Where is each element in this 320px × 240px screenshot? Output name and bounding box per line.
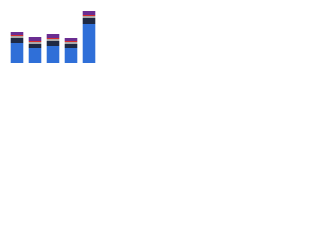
bar-segment — [82, 24, 96, 63]
bar-segment — [10, 38, 24, 43]
bar-segment — [28, 48, 42, 63]
bar-segment — [28, 42, 42, 44]
bar-segment — [10, 36, 24, 38]
bar-segment — [46, 39, 60, 41]
chart — [10, 11, 96, 63]
bar-segment — [28, 44, 42, 48]
bar-segment — [28, 37, 42, 41]
bar-segment — [82, 16, 96, 18]
bar-segment — [64, 41, 78, 42]
bar-segment — [46, 38, 60, 39]
bar-segment — [10, 32, 24, 35]
bar-segment — [82, 11, 96, 15]
bar-segment — [64, 42, 78, 44]
bar-segment — [64, 38, 78, 41]
bar-segment — [10, 35, 24, 36]
bar-segment — [28, 41, 42, 42]
bar-segment — [10, 43, 24, 63]
bar-segment — [46, 34, 60, 38]
bar-segment — [64, 48, 78, 63]
bar-segment — [64, 44, 78, 48]
bar-segment — [82, 15, 96, 16]
bar-segment — [46, 41, 60, 46]
bar-segment — [82, 18, 96, 24]
bar-segment — [46, 46, 60, 63]
